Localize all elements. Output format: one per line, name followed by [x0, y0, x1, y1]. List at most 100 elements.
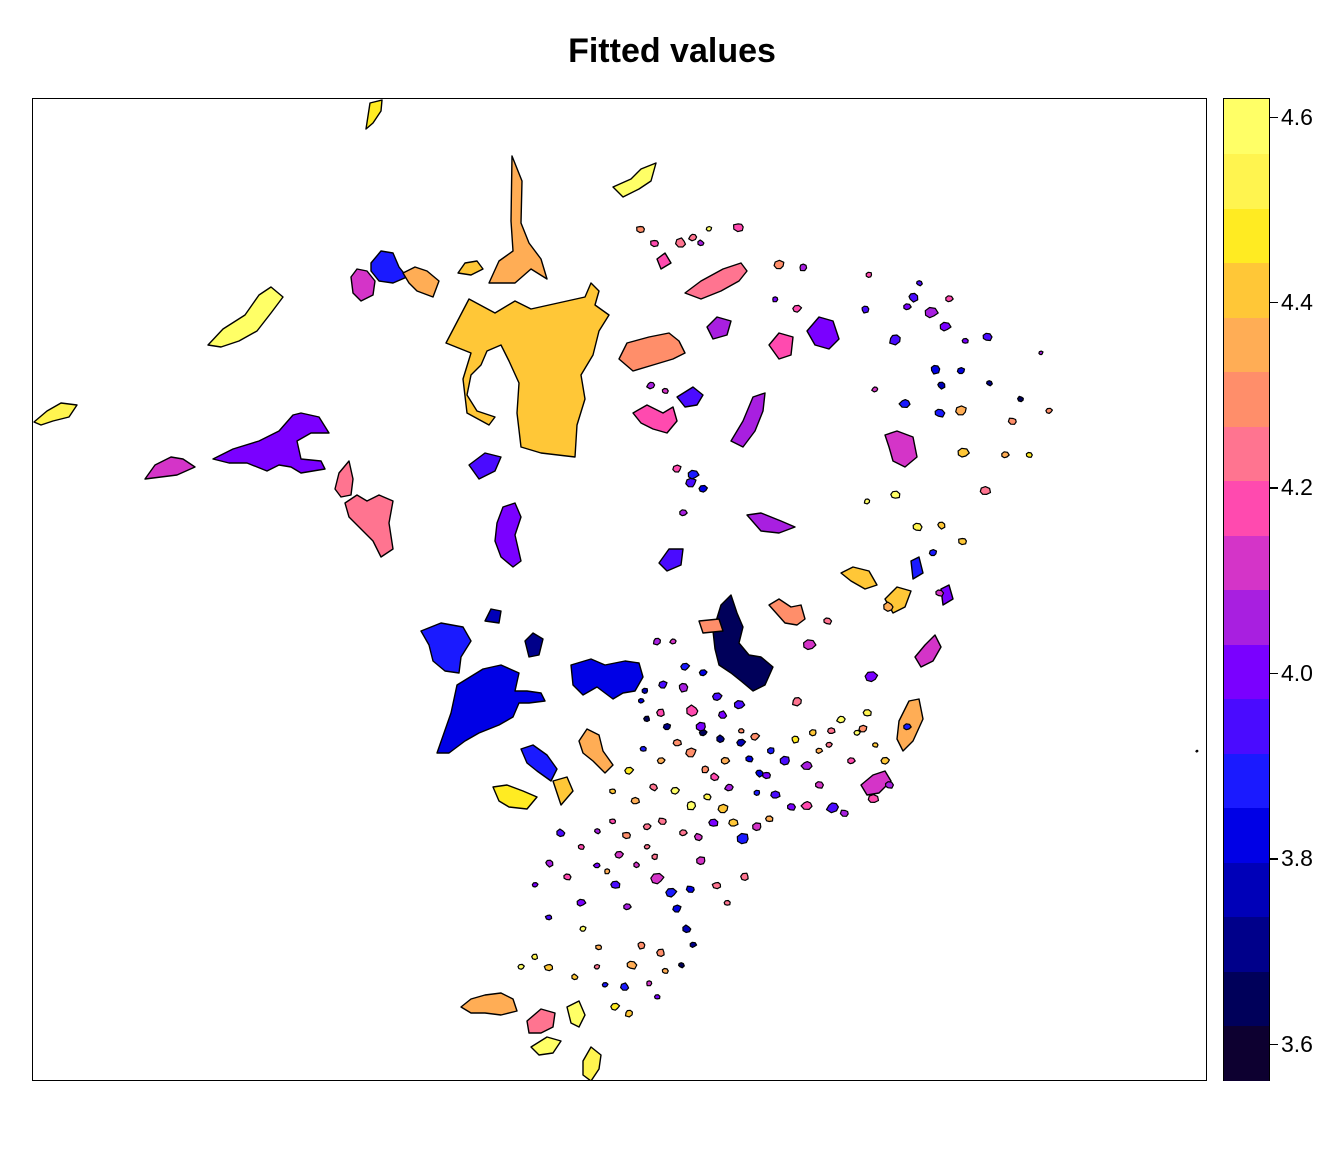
municipality-region	[770, 790, 781, 799]
municipality-region	[576, 898, 587, 907]
municipality-region	[792, 304, 803, 313]
municipality-region	[1195, 749, 1199, 753]
municipality-region	[752, 822, 762, 832]
municipality-region	[1016, 395, 1024, 403]
municipality-region	[570, 658, 644, 700]
municipality-region	[956, 367, 966, 375]
municipality-region	[460, 992, 518, 1016]
municipality-region	[656, 948, 665, 958]
legend-swatch	[1224, 807, 1269, 863]
municipality-region	[898, 399, 911, 408]
municipality-region	[808, 729, 817, 737]
legend-tick-label: 3.6	[1281, 1030, 1313, 1057]
municipality-region	[677, 962, 685, 969]
municipality-region	[696, 856, 706, 866]
municipality-region	[762, 771, 772, 780]
municipality-region	[826, 727, 836, 735]
municipality-region	[1038, 350, 1044, 356]
municipality-region	[685, 747, 697, 758]
municipality-region	[457, 260, 484, 276]
municipality-region	[624, 766, 635, 775]
municipality-region	[806, 316, 840, 350]
municipality-region	[579, 925, 587, 932]
legend-swatch	[1224, 262, 1269, 318]
municipality-region	[144, 456, 196, 480]
municipality-region	[524, 632, 544, 658]
municipality-region	[958, 537, 968, 546]
municipality-region	[632, 404, 678, 434]
municipality-region	[724, 783, 734, 792]
municipality-region	[633, 861, 641, 869]
municipality-region	[624, 1009, 634, 1018]
municipality-region	[791, 696, 802, 707]
municipality-region	[772, 296, 779, 303]
municipality-region	[531, 953, 539, 961]
municipality-region	[545, 859, 554, 868]
municipality-region	[912, 522, 923, 532]
municipality-region	[697, 239, 705, 247]
municipality-region	[618, 332, 686, 372]
legend-swatch	[1224, 1025, 1269, 1081]
municipality-region	[736, 738, 747, 747]
municipality-region	[853, 729, 861, 736]
legend-swatch	[1224, 535, 1269, 590]
municipality-region	[436, 664, 546, 754]
municipality-region	[661, 967, 669, 974]
municipality-region	[1045, 407, 1054, 414]
municipality-region	[823, 617, 833, 625]
municipality-region	[733, 699, 746, 710]
municipality-region	[937, 521, 946, 530]
municipality-region	[698, 484, 709, 493]
municipality-region	[889, 334, 901, 346]
municipality-region	[639, 745, 647, 752]
legend-swatch	[1224, 208, 1269, 263]
municipality-region	[678, 682, 689, 693]
municipality-region	[939, 321, 952, 332]
municipality-region	[577, 843, 585, 850]
municipality-region	[672, 904, 682, 913]
legend-swatch	[1224, 99, 1269, 154]
municipality-region	[679, 829, 688, 837]
municipality-region	[730, 392, 766, 448]
map-panel	[32, 98, 1207, 1081]
municipality-region	[420, 622, 472, 674]
municipality-region	[637, 697, 645, 704]
municipality-region	[642, 823, 652, 831]
municipality-region	[723, 899, 731, 906]
legend-swatch	[1224, 644, 1269, 699]
municipality-region	[814, 781, 825, 789]
municipality-region	[732, 223, 744, 233]
municipality-region	[764, 815, 774, 823]
legend-swatch	[1224, 317, 1269, 372]
municipality-region	[698, 669, 708, 677]
legend-tick-label: 4.0	[1281, 659, 1313, 686]
municipality-region	[940, 584, 954, 606]
municipality-region	[728, 818, 739, 827]
municipality-region	[566, 1000, 586, 1028]
municipality-region	[708, 818, 719, 827]
municipality-region	[670, 786, 681, 795]
municipality-region	[836, 715, 846, 724]
municipality-region	[595, 944, 603, 951]
municipality-region	[445, 282, 610, 458]
map-title: Fitted values	[568, 32, 776, 70]
municipality-region	[609, 788, 617, 795]
municipality-region	[799, 263, 808, 272]
legend-swatch	[1224, 589, 1269, 645]
legend-swatch	[1224, 916, 1269, 972]
municipality-region	[526, 1008, 556, 1034]
municipality-region	[858, 724, 868, 733]
legend-tick	[1270, 672, 1278, 675]
municipality-region	[517, 963, 525, 970]
municipality-region	[614, 850, 625, 859]
municipality-region	[610, 880, 621, 889]
municipality-region	[945, 295, 954, 303]
municipality-region	[622, 831, 632, 840]
municipality-region	[365, 99, 383, 130]
municipality-region	[755, 769, 764, 778]
municipality-region	[745, 755, 754, 763]
municipality-region	[484, 608, 502, 624]
municipality-region	[1001, 451, 1010, 459]
municipality-region	[924, 306, 939, 319]
legend-swatch	[1224, 426, 1269, 481]
